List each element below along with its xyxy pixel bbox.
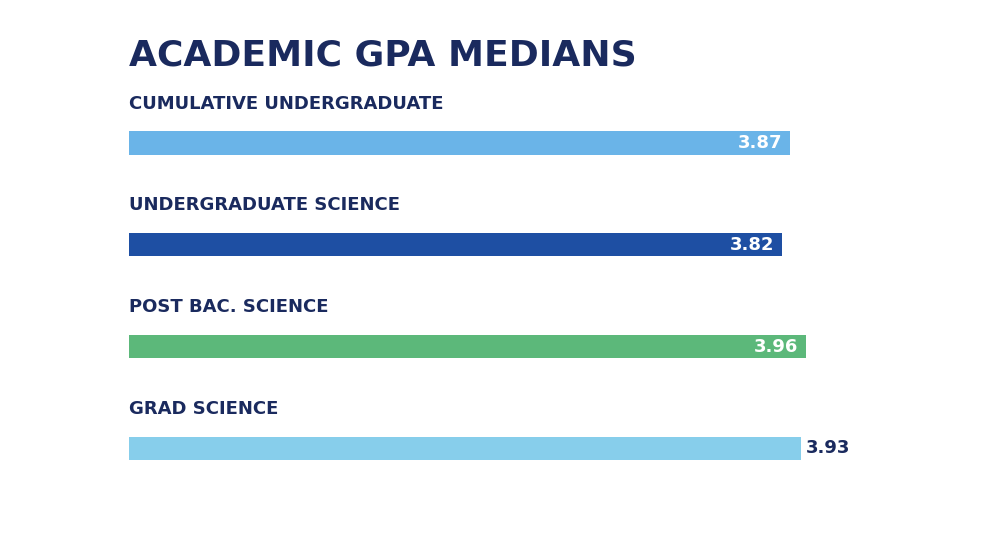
Text: CUMULATIVE UNDERGRADUATE: CUMULATIVE UNDERGRADUATE — [129, 95, 443, 113]
Text: UNDERGRADUATE SCIENCE: UNDERGRADUATE SCIENCE — [129, 196, 399, 214]
Text: 3.96: 3.96 — [753, 338, 798, 355]
Bar — [129, 335, 806, 358]
Text: 3.93: 3.93 — [806, 439, 850, 457]
Bar — [129, 437, 801, 460]
Text: 3.87: 3.87 — [738, 134, 783, 152]
Bar — [129, 233, 782, 256]
Bar — [129, 131, 791, 155]
Text: GRAD SCIENCE: GRAD SCIENCE — [129, 400, 278, 418]
Text: ACADEMIC GPA MEDIANS: ACADEMIC GPA MEDIANS — [129, 39, 636, 73]
Text: POST BAC. SCIENCE: POST BAC. SCIENCE — [129, 298, 328, 316]
Text: 3.82: 3.82 — [729, 236, 774, 254]
